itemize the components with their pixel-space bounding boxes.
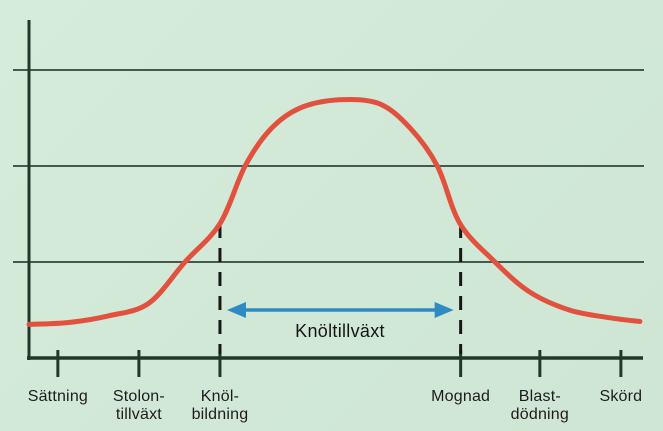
stage-label-stolontillvaxt: Stolon- tillväxt bbox=[112, 388, 165, 423]
tuber-growth-arrow bbox=[226, 302, 454, 318]
stage-label-blastdodning: Blast- dödning bbox=[510, 388, 570, 423]
knoltillvaxt-label: Knöltillväxt bbox=[295, 321, 385, 341]
tick-layer bbox=[56, 350, 623, 377]
dashed-marker-layer bbox=[218, 224, 463, 354]
stage-label-mognad: Mognad bbox=[431, 388, 491, 405]
stage-label-sattning: Sättning bbox=[27, 388, 89, 405]
growth-curve-layer bbox=[26, 96, 643, 327]
growth-curve bbox=[26, 96, 643, 327]
arrow-head-right-icon bbox=[434, 302, 454, 318]
arrow-head-left-icon bbox=[226, 302, 246, 318]
stage-label-skord: Skörd bbox=[599, 388, 643, 405]
gridline-layer bbox=[13, 69, 644, 263]
stage-label-knolbildning: Knöl- bildning bbox=[191, 388, 249, 423]
